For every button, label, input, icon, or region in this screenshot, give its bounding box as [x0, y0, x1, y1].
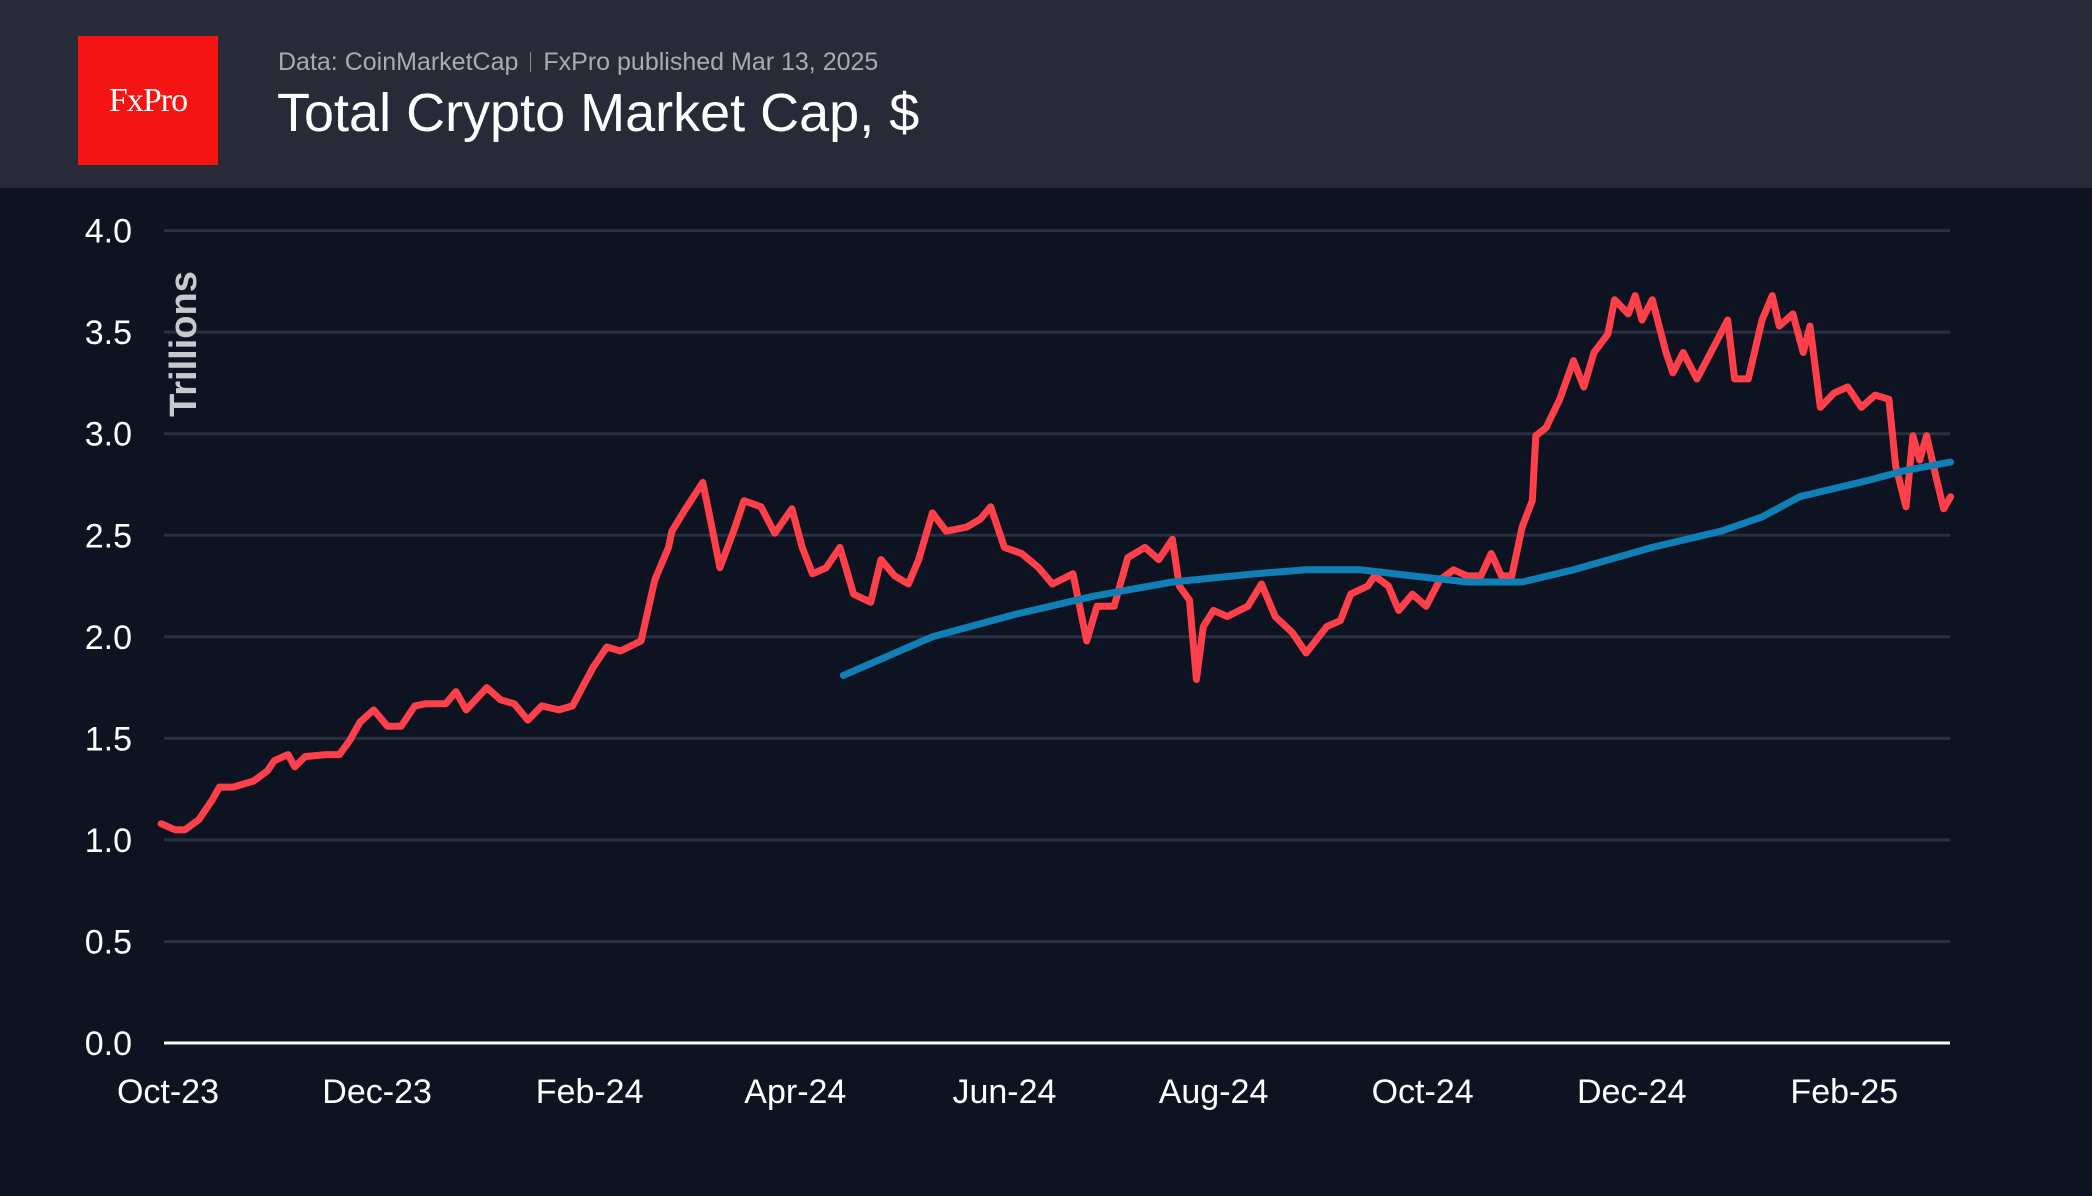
- x-tick-label: Dec-23: [322, 1073, 432, 1111]
- y-tick-label: 1.5: [85, 720, 132, 758]
- y-tick-label: 2.0: [85, 619, 132, 657]
- x-tick-label: Oct-23: [117, 1073, 219, 1111]
- data-source: Data: CoinMarketCap: [278, 48, 519, 76]
- market-cap-line: [157, 292, 1955, 834]
- moving-average-line: [839, 458, 1955, 679]
- x-tick-label: Dec-24: [1577, 1073, 1687, 1111]
- chart-subtitle: Data: CoinMarketCap FxPro published Mar 1…: [278, 48, 878, 77]
- gridlines: [164, 229, 1950, 1045]
- y-tick-label: 4.0: [85, 213, 132, 251]
- fxpro-logo: FxPro: [78, 36, 218, 165]
- published-date: FxPro published Mar 13, 2025: [543, 48, 879, 76]
- x-tick-label: Aug-24: [1159, 1073, 1269, 1111]
- x-tick-label: Oct-24: [1372, 1073, 1474, 1111]
- x-tick-label: Apr-24: [744, 1073, 846, 1111]
- y-tick-label: 3.5: [85, 314, 132, 352]
- y-tick-label: 2.5: [85, 517, 132, 555]
- y-axis-label: Trillions: [163, 271, 205, 417]
- x-axis-ticks: Oct-23 Dec-23 Feb-24 Apr-24 Jun-24 Aug-24 Oct-…: [117, 1073, 1898, 1111]
- series-group: [157, 292, 1955, 834]
- x-tick-label: Feb-24: [536, 1073, 644, 1111]
- x-tick-label: Feb-25: [1790, 1073, 1898, 1111]
- chart-title: Total Crypto Market Cap, $: [277, 83, 920, 143]
- header-bar: FxPro Data: CoinMarketCap FxPro published…: [0, 0, 2092, 188]
- y-tick-label: 0.0: [85, 1025, 132, 1063]
- x-tick-label: Jun-24: [952, 1073, 1056, 1111]
- y-tick-label: 1.0: [85, 822, 132, 860]
- y-tick-label: 3.0: [85, 416, 132, 454]
- y-tick-label: 0.5: [85, 923, 132, 961]
- y-axis-ticks: 0.0 0.5 1.0 1.5 2.0 2.5 3.0 3.5 4.0: [85, 213, 132, 1063]
- separator: [530, 52, 532, 72]
